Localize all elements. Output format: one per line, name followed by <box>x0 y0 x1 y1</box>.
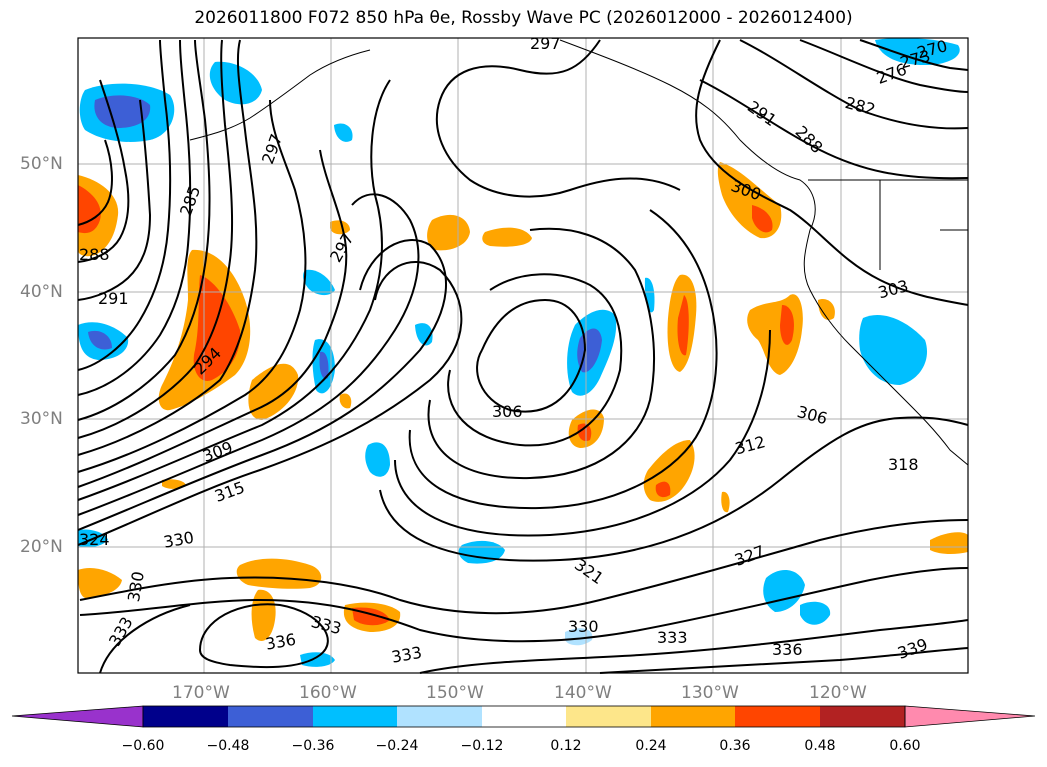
colorbar-tick: −0.60 <box>121 738 165 754</box>
contour-label: 318 <box>888 455 919 474</box>
lon-label-170w: 170°W <box>172 683 230 703</box>
contour-label: 336 <box>772 640 803 659</box>
colorbar-tick: 0.12 <box>550 738 582 754</box>
contour-label: 291 <box>98 289 129 308</box>
lon-label-130w: 130°W <box>681 683 739 703</box>
colorbar-tick: 0.36 <box>719 738 751 754</box>
contour-label: 288 <box>79 245 110 264</box>
contour-label: 306 <box>492 402 523 421</box>
contour-label: 324 <box>79 530 110 549</box>
contour-label: 333 <box>657 628 688 647</box>
lat-label-50n: 50°N <box>20 154 63 174</box>
colorbar-tick: 0.24 <box>635 738 667 754</box>
contour-label: 297 <box>530 34 561 53</box>
lon-label-160w: 160°W <box>299 683 357 703</box>
map-frame <box>77 37 969 674</box>
colorbar-tick: 0.60 <box>889 738 921 754</box>
lon-label-140w: 140°W <box>554 683 612 703</box>
map-gridlines <box>78 38 968 673</box>
colorbar-tick: −0.24 <box>375 738 419 754</box>
figure-title: 2026011800 F072 850 hPa θe, Rossby Wave … <box>194 8 853 28</box>
theta-e-contours <box>77 39 969 674</box>
lat-label-20n: 20°N <box>20 537 63 557</box>
colorbar <box>11 705 1036 728</box>
coastlines <box>189 39 969 466</box>
colorbar-tick: −0.48 <box>206 738 250 754</box>
colorbar-tick: −0.12 <box>460 738 504 754</box>
lat-label-30n: 30°N <box>20 409 63 429</box>
lon-label-120w: 120°W <box>809 683 867 703</box>
lat-label-40n: 40°N <box>20 282 63 302</box>
colorbar-tick: 0.48 <box>804 738 836 754</box>
colorbar-tick: −0.36 <box>291 738 335 754</box>
lon-label-150w: 150°W <box>426 683 484 703</box>
contour-label: 330 <box>568 617 599 636</box>
